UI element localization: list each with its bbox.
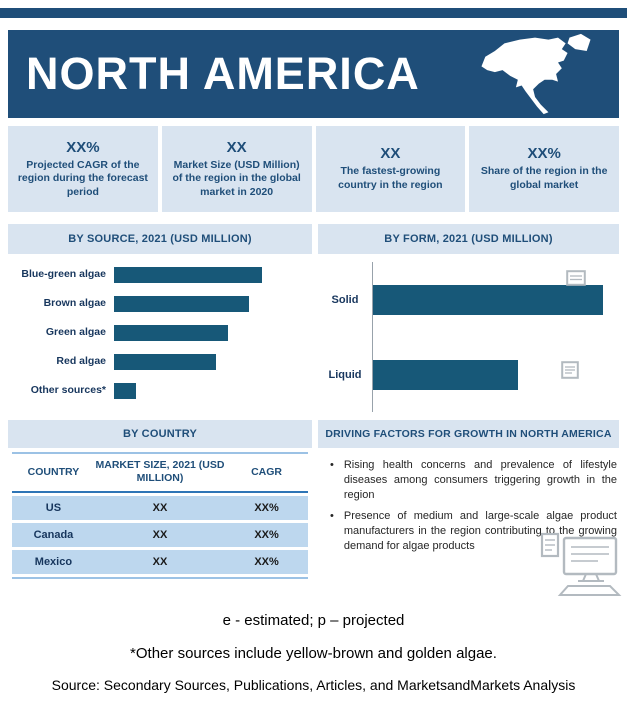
by-form-bar-chart: Solid Liquid [318,262,619,412]
bar-track [114,324,312,341]
stat-label: Market Size (USD Million) of the region … [172,158,301,198]
bar-row: Green algae [8,318,312,347]
stat-value: XX% [527,145,561,163]
bar-row: Liquid [318,337,619,412]
page-title: NORTH AMERICA [26,48,420,99]
stat-card-fastest-country: XX The fastest-growing country in the re… [315,126,466,212]
section-header-driving-factors: DRIVING FACTORS FOR GROWTH IN NORTH AMER… [318,420,619,448]
table-cell-market-size: XX [152,502,168,515]
table-cell-cagr: XX% [254,529,279,542]
bar-track [114,353,312,370]
table-row: US XX XX% [12,496,308,521]
table-header-cagr: CAGR [251,465,282,478]
driving-factor-text: Rising health concerns and prevalence of… [343,459,617,502]
table-cell-country: Canada [33,529,74,542]
table-header-market-size: MARKET SIZE, 2021 (USD MILLION) [95,459,225,485]
stat-card-cagr: XX% Projected CAGR of the region during … [8,126,158,212]
by-source-bar-chart: Blue-green algae Brown algae Green algae Re… [8,260,312,405]
footnote-other-sources: *Other sources include yellow-brown and … [130,645,497,662]
bar [373,359,518,390]
document-icon [566,270,586,291]
bar-category-label: Brown algae [43,296,106,309]
bar-track [114,295,312,312]
table-cell-market-size: XX [152,529,168,542]
table-cell-country: Mexico [34,556,73,569]
bar-track [114,266,312,283]
table-cell-cagr: XX% [254,556,279,569]
table-cell-market-size: XX [152,556,168,569]
bar-row: Solid [318,262,619,337]
table-row: Mexico XX XX% [12,550,308,575]
document-icon [561,361,579,384]
footnote-estimated-projected: e - estimated; p – projected [222,612,405,629]
header-banner: NORTH AMERICA [8,30,619,118]
country-table: COUNTRY MARKET SIZE, 2021 (USD MILLION) … [12,452,308,580]
north-america-map-icon [461,30,611,118]
table-row: Canada XX XX% [12,523,308,548]
table-cell-cagr: XX% [254,502,279,515]
bar-row: Brown algae [8,289,312,318]
bar [373,284,603,315]
bar-category-label: Red algae [56,354,106,367]
source-line: Source: Secondary Sources, Publications,… [51,677,576,693]
bar-category-label: Other sources* [30,383,106,396]
stat-value: XX [380,145,401,163]
bar-track [372,262,619,337]
bar-category-label: Liquid [328,368,362,381]
stat-label: Share of the region in the global market [480,165,608,191]
monitor-keyboard-icon [540,531,622,602]
stat-card-share: XX% Share of the region in the global ma… [469,126,619,212]
bar-row: Blue-green algae [8,260,312,289]
list-item: Rising health concerns and prevalence of… [330,458,617,504]
stat-card-market-size: XX Market Size (USD Million) of the regi… [161,126,312,212]
table-bottom-rule [12,577,308,580]
section-header-by-country: BY COUNTRY [8,420,312,448]
section-header-by-source: BY SOURCE, 2021 (USD MILLION) [8,224,312,254]
bar [114,382,136,399]
stats-row: XX% Projected CAGR of the region during … [8,126,619,212]
bar-row: Red algae [8,347,312,376]
table-header-row: COUNTRY MARKET SIZE, 2021 (USD MILLION) … [12,452,308,494]
bar-track [114,382,312,399]
bar-category-label: Solid [331,293,359,306]
stat-value: XX% [66,138,100,156]
stat-label: Projected CAGR of the region during the … [17,158,148,198]
bar [114,295,249,312]
stat-label: The fastest-growing country in the regio… [338,165,443,191]
table-cell-country: US [45,502,62,515]
bar [114,324,228,341]
bar [114,266,262,283]
table-header-country: COUNTRY [27,465,80,478]
bar-category-label: Blue-green algae [21,267,106,280]
top-accent-bar [0,8,627,18]
bar [114,353,216,370]
bar-track [372,337,619,412]
stat-value: XX [226,138,247,156]
bar-category-label: Green algae [45,325,106,338]
bar-row: Other sources* [8,376,312,405]
section-header-by-form: BY FORM, 2021 (USD MILLION) [318,224,619,254]
